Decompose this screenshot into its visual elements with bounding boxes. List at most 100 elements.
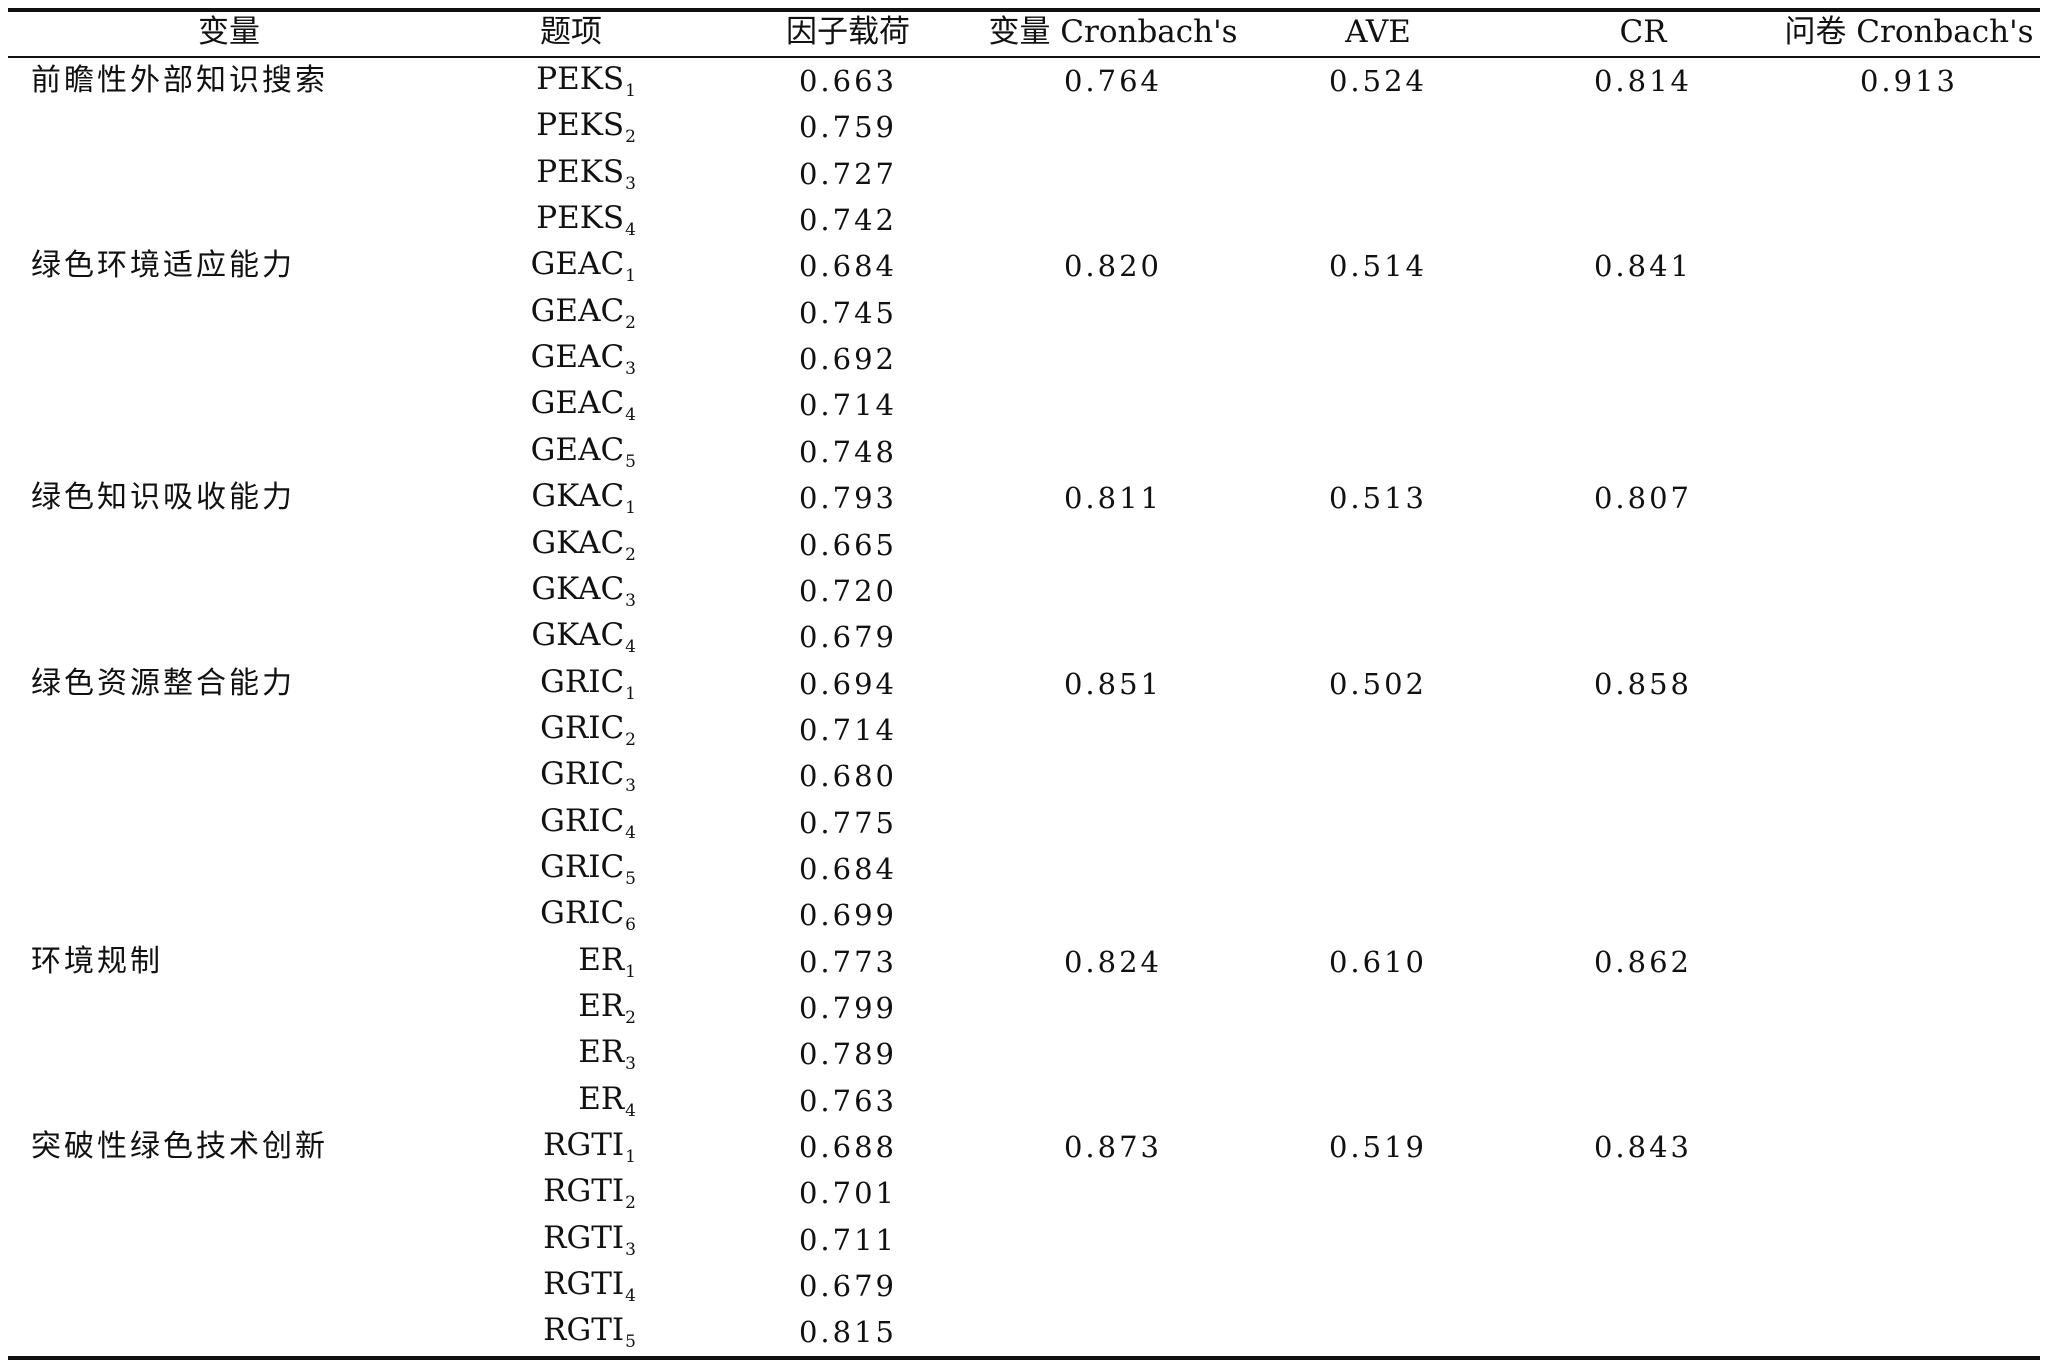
factor-loading: 0.789 [798,1037,898,1072]
factor-loading: 0.745 [798,295,898,330]
table-top-rule [8,8,2040,12]
item-subscript: 3 [625,173,636,194]
factor-loading: 0.701 [798,1176,898,1211]
item-code-text: GKAC [531,524,625,561]
item-code-text: GKAC [531,570,625,607]
variable-cronbach: 0.820 [1063,249,1163,284]
item-subscript: 2 [625,544,636,565]
table-bottom-rule [8,1356,2040,1360]
item-code: RGTI1 [543,1130,636,1166]
header-item: 题项 [540,14,602,50]
item-code: GKAC1 [531,478,636,517]
item-subscript: 5 [625,868,636,889]
item-code: GKAC4 [531,617,636,656]
item-code-text: GRIC [540,663,625,700]
header-variable: 变量 [198,14,260,50]
item-subscript: 5 [625,1332,636,1353]
item-code-text: RGTI [543,1173,625,1210]
item-subscript: 3 [625,1054,636,1075]
item-subscript: 1 [625,266,636,287]
variable-ave: 0.519 [1328,1130,1428,1165]
header-ave: AVE [1345,14,1411,50]
item-code: GRIC6 [540,895,636,934]
variable-name: 突破性绿色技术创新 [31,1129,328,1165]
item-code: GKAC2 [531,524,636,563]
item-code-text: ER [578,1080,625,1117]
variable-cronbach: 0.824 [1063,944,1163,979]
item-code: GEAC2 [530,292,636,331]
item-code: ER2 [578,988,636,1027]
item-code-text: RGTI [543,1266,625,1303]
item-code-text: ER [578,1034,625,1071]
factor-loading: 0.799 [798,991,898,1025]
item-code-text: GRIC [540,848,625,885]
item-code-text: PEKS [536,107,625,144]
item-subscript: 1 [625,1147,636,1168]
factor-loading: 0.684 [798,851,898,886]
item-subscript: 4 [625,1286,636,1307]
item-code: RGTI4 [543,1266,636,1305]
item-subscript: 4 [625,822,636,843]
variable-cr: 0.858 [1593,666,1693,701]
variable-ave: 0.514 [1328,249,1428,284]
item-code-text: GRIC [540,895,625,932]
item-subscript: 6 [625,915,636,936]
variable-cr: 0.841 [1593,249,1693,284]
item-code-text: GEAC [530,431,625,468]
factor-loading: 0.665 [798,527,898,562]
factor-loading: 0.748 [798,434,898,469]
factor-loading: 0.680 [798,759,898,794]
factor-loading: 0.793 [798,481,898,516]
item-subscript: 4 [625,637,636,658]
variable-cronbach: 0.811 [1063,481,1163,516]
factor-loading: 0.699 [798,898,898,933]
item-subscript: 2 [625,127,636,148]
item-code: PEKS4 [536,203,636,239]
variable-cronbach: 0.851 [1063,666,1163,701]
variable-name: 绿色资源整合能力 [31,665,295,701]
factor-loading: 0.759 [798,110,898,145]
item-code: PEKS2 [536,107,636,146]
item-code-text: GKAC [531,478,625,515]
item-code: GRIC2 [540,709,636,748]
item-code-text: PEKS [536,61,625,97]
factor-loading: 0.694 [798,666,898,701]
item-code-text: ER [578,988,625,1024]
item-code: GEAC1 [530,246,636,285]
table-header-rule [8,56,2040,58]
item-code-text: PEKS [536,153,625,190]
questionnaire-cronbach: 0.913 [1859,64,1959,98]
variable-cr: 0.862 [1593,944,1693,979]
item-code: GEAC5 [530,431,636,470]
header-cronbach: 变量 Cronbach's [988,14,1238,50]
item-code-text: ER [578,941,625,978]
header-loading: 因子载荷 [786,14,910,50]
item-code: GRIC5 [540,848,636,887]
variable-ave: 0.610 [1328,944,1428,979]
item-code-text: GEAC [530,246,625,283]
item-code-text: GEAC [530,339,625,376]
item-code-text: RGTI [543,1312,625,1349]
item-code: GEAC3 [530,339,636,378]
item-subscript: 1 [625,683,636,704]
item-code: ER4 [578,1080,636,1119]
item-code-text: GRIC [540,709,625,746]
item-code: ER1 [578,941,636,980]
factor-loading: 0.775 [798,805,898,840]
item-subscript: 2 [625,1008,636,1028]
factor-loading: 0.663 [798,64,898,98]
factor-loading: 0.679 [798,1269,898,1304]
item-subscript: 1 [625,81,636,101]
factor-loading: 0.815 [798,1315,898,1350]
item-code: RGTI3 [543,1222,636,1258]
item-subscript: 5 [625,451,636,472]
item-subscript: 4 [625,405,636,426]
item-code-text: GKAC [531,617,625,654]
variable-cr: 0.807 [1593,481,1693,516]
factor-loading: 0.720 [798,573,898,608]
item-code-text: GEAC [530,292,625,329]
variable-name: 环境规制 [31,943,163,979]
variable-cr: 0.843 [1593,1130,1693,1165]
item-code: PEKS3 [536,153,636,192]
item-code: PEKS1 [536,61,636,100]
